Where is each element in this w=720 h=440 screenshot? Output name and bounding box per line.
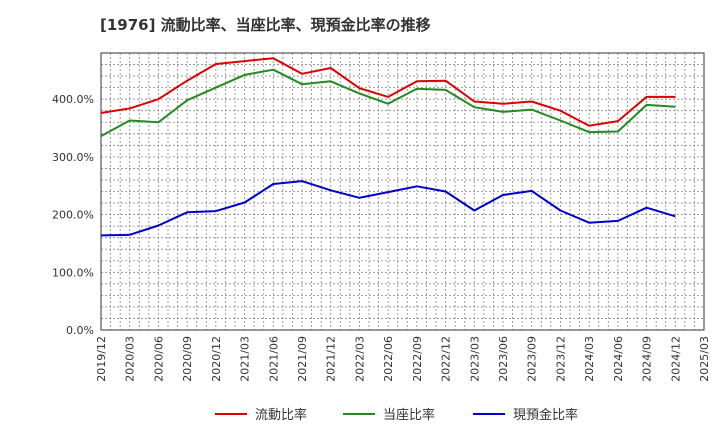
x-tick-label: 2022/12 — [440, 336, 453, 382]
x-tick-labels: 2019/12 2020/03 2020/06 2020/09 2020/12 2021/… — [95, 336, 711, 382]
series-line-1 — [100, 57, 676, 127]
legend-label-2: 当座比率 — [383, 407, 435, 423]
x-tick-label: 2023/12 — [554, 336, 567, 382]
y-gridlines — [101, 64, 704, 319]
series-line-3 — [100, 180, 676, 237]
x-tick-label: 2023/03 — [468, 336, 481, 382]
x-tick-label: 2025/03 — [698, 336, 711, 382]
x-tick-label: 2020/06 — [152, 336, 165, 382]
series-line-2 — [100, 68, 676, 137]
x-tick-label: 2024/12 — [669, 336, 682, 382]
x-tick-label: 2024/06 — [612, 336, 625, 382]
y-tick-label: 400.0% — [52, 93, 94, 106]
legend: 流動比率 当座比率 現預金比率 — [215, 407, 578, 423]
x-tick-label: 2020/12 — [210, 336, 223, 382]
y-tick-label: 300.0% — [52, 151, 94, 164]
y-tick-labels: 0.0% 100.0% 200.0% 300.0% 400.0% — [52, 93, 94, 337]
x-tick-label: 2021/03 — [239, 336, 252, 382]
x-tick-label: 2022/03 — [353, 336, 366, 382]
x-tick-label: 2024/03 — [583, 336, 596, 382]
x-tick-label: 2021/12 — [325, 336, 338, 382]
x-tick-label: 2022/06 — [382, 336, 395, 382]
x-tick-label: 2021/09 — [296, 336, 309, 382]
y-tick-label: 200.0% — [52, 209, 94, 222]
chart-title: [1976] 流動比率、当座比率、現預金比率の推移 — [100, 16, 431, 34]
x-tick-label: 2020/09 — [181, 336, 194, 382]
x-tick-label: 2020/03 — [124, 336, 137, 382]
y-tick-label: 100.0% — [52, 266, 94, 279]
x-tick-label: 2023/09 — [526, 336, 539, 382]
legend-label-3: 現預金比率 — [513, 407, 578, 423]
y-tick-label: 0.0% — [66, 324, 94, 337]
x-tick-label: 2021/06 — [267, 336, 280, 382]
x-tick-label: 2023/06 — [497, 336, 510, 382]
legend-label-1: 流動比率 — [255, 407, 307, 423]
plot-area-border — [100, 52, 705, 331]
series-lines — [100, 57, 676, 237]
x-tick-label: 2024/09 — [641, 336, 654, 382]
x-tick-label: 2022/09 — [411, 336, 424, 382]
x-tick-label: 2019/12 — [95, 336, 108, 382]
